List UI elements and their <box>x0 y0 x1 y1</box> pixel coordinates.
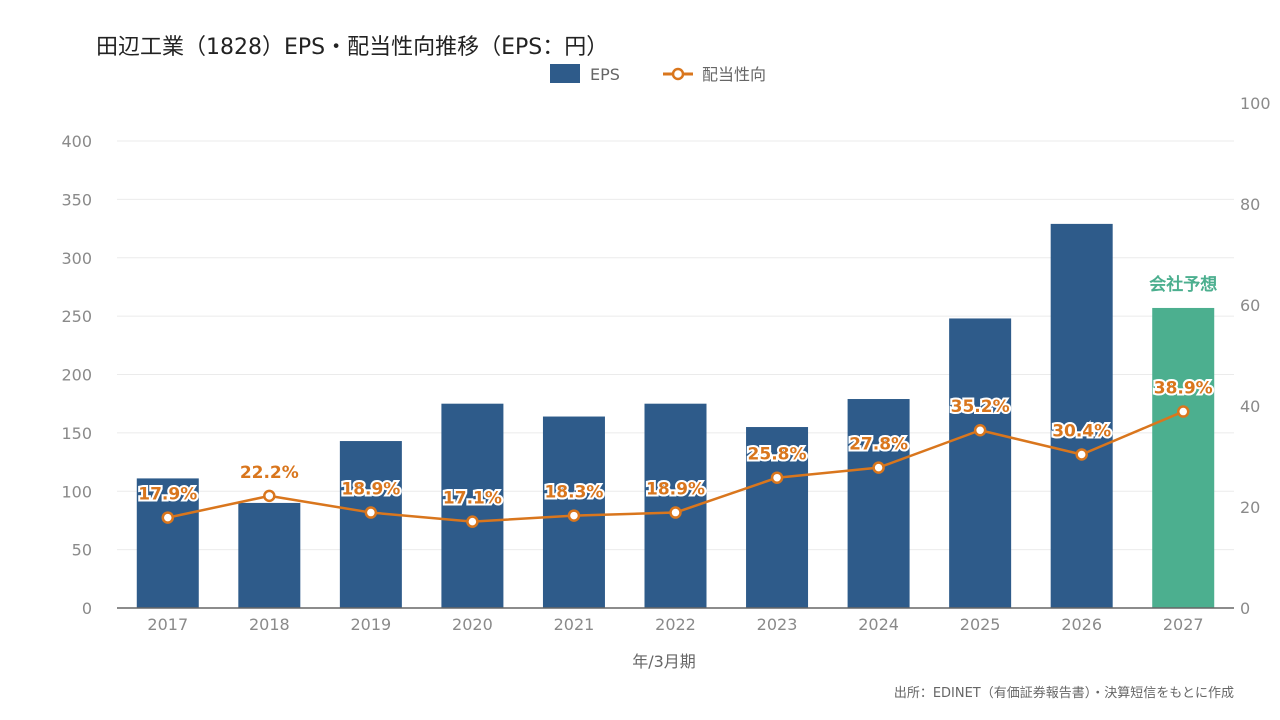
chart-title: 田辺工業（1828）EPS・配当性向推移（EPS：円） <box>96 35 608 60</box>
left-axis-ticks: 0 50 100 150 200 250 300 350 400 <box>61 132 92 618</box>
eps-bar <box>1050 223 1113 608</box>
left-tick-label: 250 <box>61 307 92 326</box>
right-tick-label: 80 <box>1240 195 1260 214</box>
payout-data-label: 22.2% <box>240 463 299 483</box>
x-tick-label: 2018 <box>249 615 290 634</box>
payout-point <box>973 423 987 437</box>
left-tick-label: 0 <box>82 599 92 618</box>
payout-point <box>364 506 378 519</box>
x-tick-label: 2027 <box>1163 615 1204 634</box>
payout-data-labels: 17.9% 22.2% 18.9% 17.1% 18.3% 18.9% 25.8% 27.8%… <box>136 377 1214 511</box>
payout-data-label: 18.3% <box>544 483 603 503</box>
source-note: 出所：EDINET（有価証券報告書）・決算短信をもとに作成 <box>894 685 1234 701</box>
left-tick-label: 300 <box>61 249 92 268</box>
payout-data-label: 35.2% <box>951 397 1010 417</box>
eps-bar <box>136 478 199 608</box>
payout-point <box>466 515 479 528</box>
payout-point <box>263 489 276 503</box>
eps-bar <box>949 318 1012 608</box>
payout-data-label: 27.8% <box>849 435 908 455</box>
legend-label-eps: EPS <box>590 65 620 84</box>
right-tick-label: 0 <box>1240 599 1250 618</box>
payout-line-series <box>161 405 1190 528</box>
x-tick-label: 2020 <box>452 615 493 634</box>
payout-point <box>1176 405 1190 418</box>
payout-data-label: 18.9% <box>341 480 400 500</box>
right-tick-label: 60 <box>1240 296 1260 315</box>
payout-data-label: 17.1% <box>443 489 502 509</box>
x-tick-label: 2022 <box>655 615 696 634</box>
x-axis-title: 年/3月期 <box>632 652 696 671</box>
payout-point <box>669 506 682 519</box>
left-tick-label: 50 <box>72 541 92 560</box>
payout-point <box>161 511 175 524</box>
x-tick-label: 2026 <box>1061 615 1102 634</box>
payout-point <box>1075 448 1088 461</box>
gridlines <box>117 140 1234 551</box>
legend-marker-payout <box>671 67 685 81</box>
x-tick-label: 2021 <box>554 615 595 634</box>
x-tick-label: 2025 <box>960 615 1001 634</box>
legend-swatch-eps <box>550 64 580 83</box>
payout-data-label: 25.8% <box>748 445 807 465</box>
legend-label-payout: 配当性向 <box>702 65 766 84</box>
payout-point <box>770 471 784 484</box>
eps-bar <box>746 427 809 608</box>
right-tick-label: 20 <box>1240 498 1260 517</box>
eps-bars <box>136 223 1215 608</box>
left-tick-label: 150 <box>61 424 92 443</box>
eps-bar <box>1152 307 1215 608</box>
left-tick-label: 100 <box>61 482 92 501</box>
right-tick-label: 100 <box>1240 94 1271 113</box>
left-tick-label: 400 <box>61 132 92 151</box>
eps-bar <box>339 441 402 608</box>
right-tick-label: 40 <box>1240 397 1260 416</box>
forecast-label: 会社予想 <box>1149 274 1217 295</box>
left-tick-label: 200 <box>61 366 92 385</box>
eps-bar <box>847 399 910 608</box>
x-tick-label: 2019 <box>351 615 392 634</box>
eps-bar <box>441 403 504 608</box>
x-tick-label: 2023 <box>757 615 798 634</box>
payout-point <box>567 509 581 522</box>
payout-data-label: 17.9% <box>138 485 197 505</box>
left-tick-label: 350 <box>61 190 92 209</box>
legend: EPS 配当性向 <box>550 64 766 84</box>
eps-bar <box>238 502 301 608</box>
x-tick-label: 2017 <box>147 615 188 634</box>
payout-data-label: 30.4% <box>1052 421 1111 441</box>
x-tick-label: 2024 <box>858 615 899 634</box>
payout-data-label: 38.9% <box>1154 379 1213 399</box>
payout-point <box>872 461 885 474</box>
right-axis-ticks: 0 20 40 60 80 100 <box>1240 94 1271 618</box>
payout-data-label: 18.9% <box>646 480 705 500</box>
x-axis-ticks: 2017 2018 2019 2020 2021 2022 2023 2024 2025 2026… <box>147 615 1203 634</box>
